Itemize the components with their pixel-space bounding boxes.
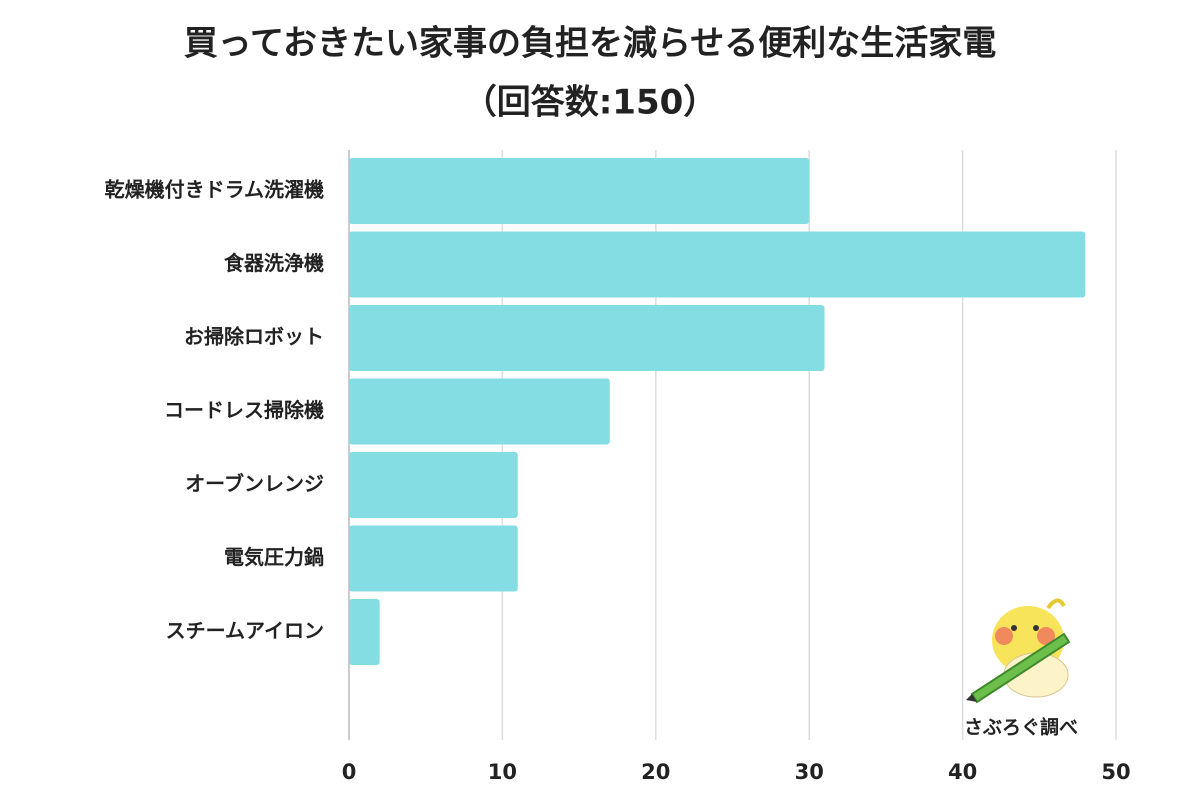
bar [349, 452, 518, 518]
bar [349, 158, 810, 224]
bar [349, 231, 1086, 298]
source-note: さぶろぐ調べ [964, 716, 1078, 739]
x-tick-label: 0 [342, 760, 357, 784]
x-tick-label: 50 [1101, 760, 1130, 784]
y-tick-label: オーブンレンジ [185, 472, 324, 496]
bar [349, 525, 518, 592]
x-tick-label: 40 [948, 760, 977, 784]
y-tick-label: 電気圧力鍋 [224, 545, 324, 569]
y-tick-label: 食器洗浄機 [224, 251, 324, 275]
mascot-icon [966, 598, 1071, 704]
y-tick-label: お掃除ロボット [184, 325, 324, 349]
x-tick-label: 30 [795, 760, 824, 784]
y-tick-label: コードレス掃除機 [164, 398, 324, 422]
bar [349, 378, 610, 445]
bar [349, 599, 380, 665]
bar [349, 305, 825, 371]
x-tick-label: 10 [488, 760, 517, 784]
y-tick-label: 乾燥機付きドラム洗濯機 [105, 178, 324, 202]
chart-subtitle: （回答数:150） [463, 83, 718, 123]
bars [349, 158, 1086, 665]
chart-title: 買っておきたい家事の負担を減らせる便利な生活家電 [184, 24, 997, 64]
x-tick-label: 20 [641, 760, 670, 784]
y-tick-label: スチームアイロン [166, 619, 324, 643]
